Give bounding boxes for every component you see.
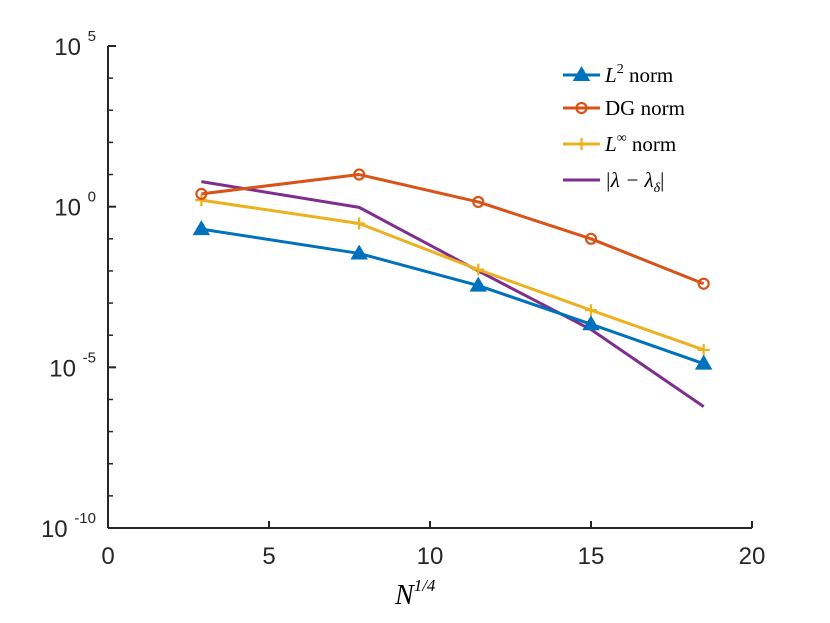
series-0-point-4	[694, 354, 713, 370]
legend-linf-main: L	[604, 132, 617, 156]
series-0-point-0	[192, 220, 211, 236]
legend-item-linf: L∞ norm	[563, 131, 676, 156]
y-tick-exp-1: 0	[88, 189, 96, 206]
y-tick-label-1: 10 0	[54, 189, 96, 222]
legend-l2-main: L	[604, 63, 617, 87]
series-line-3	[201, 180, 705, 408]
y-tick-label-0: 10 5	[54, 28, 96, 61]
series-line-1	[201, 173, 705, 286]
x-axis-label-base: N	[394, 580, 415, 611]
y-tick-base-2: 10	[49, 355, 82, 382]
series-0-point-3	[582, 315, 600, 331]
legend-item-lambda: |λ − λδ|	[563, 168, 664, 196]
legend-label-linf: L∞ norm	[604, 131, 676, 156]
legend: L2 norm DG norm L∞ norm |λ − λδ|	[556, 56, 726, 196]
x-axis-label: N1/4	[394, 576, 436, 611]
series-1-point-0	[195, 187, 208, 200]
legend-marker-linf	[575, 138, 588, 150]
legend-label-lambda: |λ − λδ|	[605, 168, 664, 196]
x-tick-label-0: 0	[101, 543, 114, 570]
series-1-point-4	[697, 277, 710, 290]
series-0	[192, 220, 713, 370]
legend-lambda-sub: δ	[654, 181, 661, 196]
x-axis-label-text: N1/4	[394, 576, 436, 611]
y-tick-label-3: 10 -10	[41, 510, 96, 543]
y-tick-base-1: 10	[54, 195, 87, 222]
legend-lambda-close: |	[660, 168, 664, 192]
legend-item-l2: L2 norm	[563, 62, 673, 87]
legend-lambda-main: |λ − λ	[605, 168, 654, 192]
legend-item-dg: DG norm	[563, 96, 685, 120]
x-tick-label-2: 10	[417, 543, 444, 570]
series-1	[195, 168, 710, 290]
legend-marker-l2	[572, 66, 591, 81]
y-tick-base-0: 10	[54, 34, 87, 61]
legend-linf-rest: norm	[627, 132, 677, 156]
legend-marker-dg	[575, 101, 588, 115]
series-0-point-1	[350, 244, 368, 260]
y-tick-exp-2: -5	[83, 349, 96, 366]
series-3	[201, 180, 705, 408]
x-tick-label-4: 20	[739, 543, 766, 570]
series-1-point-2	[472, 195, 485, 209]
legend-label-dg: DG norm	[605, 96, 685, 120]
series-2-point-3	[585, 304, 597, 317]
y-tick-exp-0: 5	[88, 28, 96, 45]
series-2-point-4	[697, 343, 710, 356]
y-tick-exp-3: -10	[74, 510, 96, 527]
series-1-point-1	[353, 168, 366, 181]
series-1-point-3	[584, 232, 598, 245]
x-tick-label-3: 15	[578, 543, 605, 570]
legend-l2-sup: 2	[617, 62, 624, 77]
series-layer	[192, 168, 713, 408]
series-line-0	[201, 227, 705, 366]
series-2-point-2	[472, 263, 485, 276]
x-axis-label-sup: 1/4	[414, 576, 436, 595]
series-0-point-2	[469, 276, 488, 292]
y-tick-label-2: 10 -5	[49, 349, 96, 382]
y-tick-base-3: 10	[41, 516, 74, 543]
legend-label-l2: L2 norm	[604, 62, 673, 87]
series-2	[195, 194, 710, 356]
x-tick-label-1: 5	[262, 543, 275, 570]
legend-l2-rest: norm	[624, 63, 674, 87]
series-2-point-1	[353, 217, 366, 230]
series-2-point-0	[195, 194, 208, 207]
legend-linf-sup: ∞	[617, 131, 627, 146]
series-line-2	[201, 198, 705, 352]
